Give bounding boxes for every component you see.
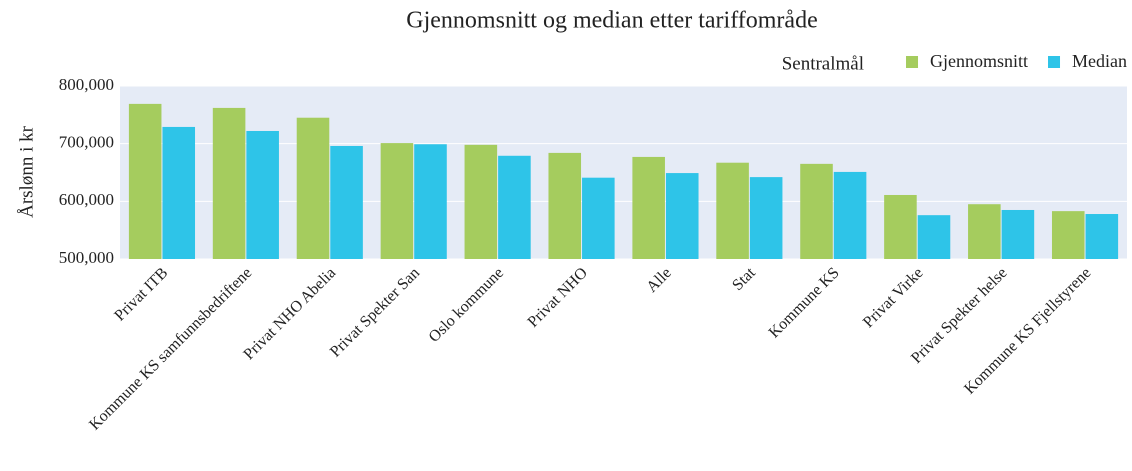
bar	[380, 143, 414, 259]
y-tick-label: 700,000	[59, 133, 114, 152]
bar	[162, 126, 196, 260]
legend-swatch	[906, 56, 919, 68]
bar	[749, 177, 783, 259]
y-tick-label: 800,000	[59, 75, 114, 94]
x-tick-label: Stat	[729, 264, 759, 294]
chart-title: Gjennomsnitt og median etter tariffområd…	[406, 8, 817, 34]
bar	[212, 107, 246, 259]
x-tick-label: Oslo kommune	[426, 264, 507, 345]
bar	[1085, 214, 1119, 259]
y-axis-label: Årslønn i kr	[16, 125, 37, 218]
legend-swatch	[1048, 56, 1061, 68]
x-tick-label: Privat Spekter San	[327, 264, 423, 360]
x-tick-label: Kommune KS samfunnsbedriftene	[86, 264, 255, 433]
x-tick-label: Alle	[643, 264, 674, 295]
bar	[414, 144, 447, 259]
bar	[716, 162, 749, 259]
y-tick-label: 500,000	[59, 248, 114, 267]
x-tick-label: Kommune KS	[766, 264, 843, 341]
bar	[884, 194, 917, 259]
x-tick-label: Privat NHO	[525, 264, 591, 330]
x-tick-label: Privat ITB	[111, 264, 171, 324]
x-tick-label: Privat Virke	[860, 264, 927, 331]
bar	[632, 156, 665, 259]
y-tick-label: 600,000	[59, 190, 114, 209]
bar	[296, 117, 330, 259]
bar	[665, 173, 699, 259]
bar	[1001, 209, 1035, 259]
legend-label: Gjennomsnitt	[930, 51, 1028, 71]
bar	[968, 204, 1001, 259]
bar	[330, 145, 363, 259]
bar	[833, 171, 867, 259]
bar	[498, 155, 531, 259]
bar	[128, 103, 162, 259]
bar	[548, 152, 582, 259]
bar	[582, 177, 615, 259]
bar	[917, 215, 951, 259]
legend-title: Sentralmål	[782, 53, 864, 74]
bar	[246, 130, 279, 259]
x-tick-label: Privat NHO Abelia	[240, 264, 339, 363]
plot-area	[120, 86, 1127, 259]
bar	[800, 163, 833, 259]
legend-label: Median	[1072, 51, 1127, 71]
bar	[464, 144, 498, 259]
bar	[1051, 211, 1085, 259]
